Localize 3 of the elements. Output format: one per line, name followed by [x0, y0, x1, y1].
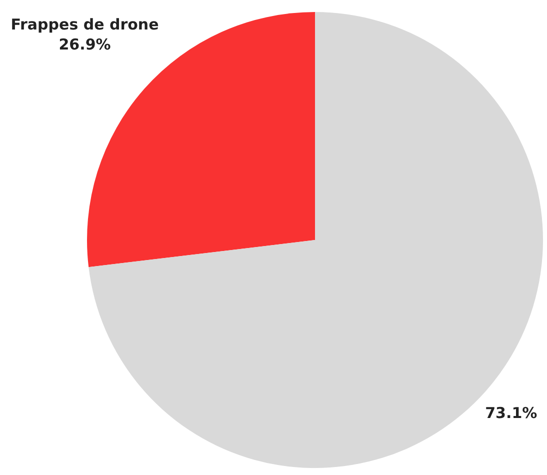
slice-label: Frappes de drone: [10, 16, 159, 34]
data-label: 26.9%: [58, 36, 111, 54]
data-label: 73.1%: [485, 404, 538, 422]
